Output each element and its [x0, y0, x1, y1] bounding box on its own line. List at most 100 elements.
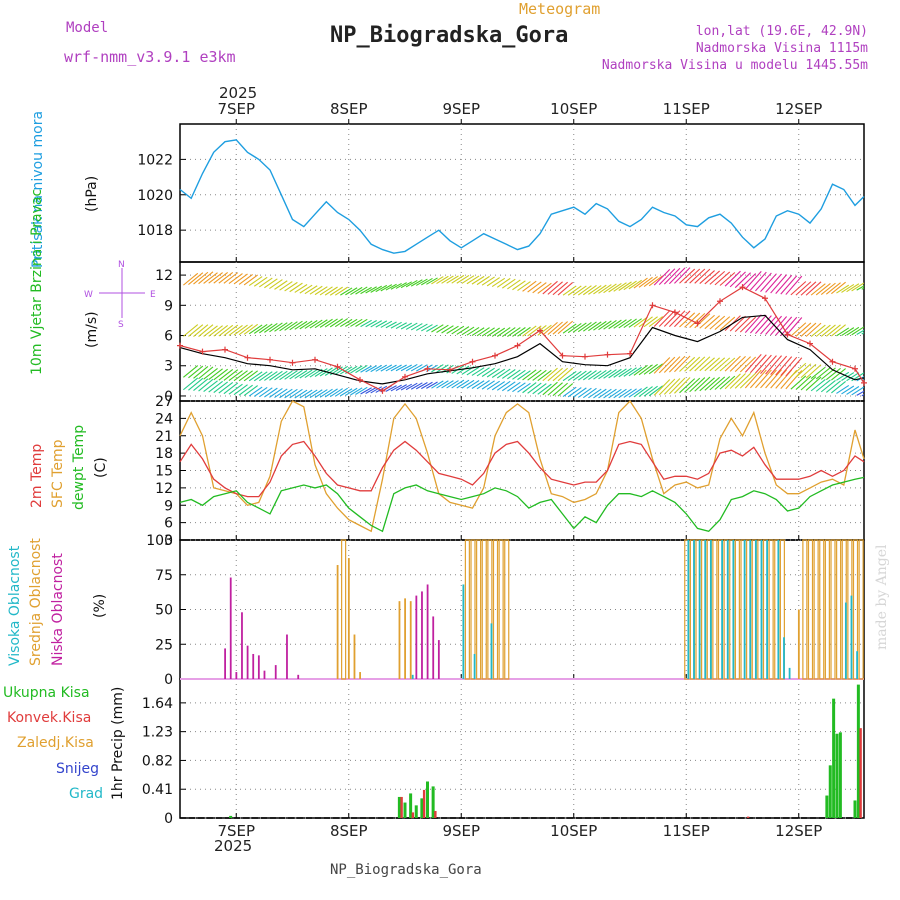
wind-barb [810, 366, 826, 380]
y-tick-label: 0 [164, 389, 173, 405]
wind-barb [790, 281, 807, 296]
cloud-bar-niska [274, 665, 277, 679]
wind-barb [851, 386, 864, 396]
wind-barb [522, 325, 537, 337]
wind-barb [719, 375, 736, 390]
wind-barb [623, 367, 637, 377]
wind-barb [218, 369, 234, 381]
wind-barb [679, 268, 696, 284]
wind-barb [527, 382, 542, 394]
cloud-bar-srednja [734, 539, 740, 680]
wind-barb [557, 383, 574, 397]
wind-barb [279, 388, 293, 399]
wind-barb [714, 316, 731, 331]
wind-barb [785, 357, 803, 377]
wind-barb [390, 384, 402, 392]
wind-barb [512, 382, 526, 393]
wind-barb [674, 310, 691, 328]
wind-barb [355, 286, 368, 295]
y-tick-label: 3 [164, 533, 173, 549]
wind-barb [825, 380, 841, 393]
wind-barb [668, 377, 686, 395]
precip-total-bar [403, 802, 407, 818]
wind-barb [243, 274, 259, 286]
precip-total-bar [397, 796, 401, 818]
wind-barb [304, 320, 318, 329]
precip-convective-bar [411, 812, 415, 818]
wind-barb [552, 281, 568, 296]
wind-barb [805, 322, 822, 337]
wind-barb [547, 281, 563, 295]
cloud-bar-niska [437, 640, 440, 679]
wind-barb [658, 310, 676, 327]
cloud-bar-niska [235, 672, 238, 679]
wind-barb [613, 368, 627, 378]
wind-barb [760, 315, 777, 335]
wind-barb [749, 314, 767, 334]
wind-barb [582, 321, 597, 332]
cloud-bar-srednja [481, 539, 487, 680]
wind-barb [567, 285, 582, 296]
wind-barb [456, 326, 470, 335]
wind-barb [668, 355, 686, 373]
gust-marker [739, 284, 746, 291]
wind-barb [517, 281, 531, 292]
wind-barb [233, 370, 248, 382]
wind-barb [684, 268, 701, 284]
wind-barb [441, 325, 454, 334]
wind-barb [375, 364, 388, 372]
wind-barb [749, 354, 767, 374]
wind-barb [663, 356, 681, 373]
wind-barb [502, 327, 516, 337]
wind-barb [466, 380, 480, 389]
wind-barb [699, 377, 715, 392]
wind-barb [446, 325, 459, 334]
wind-barb [223, 272, 239, 284]
wind-barb [279, 321, 293, 332]
wind-barb [491, 277, 506, 288]
wind-barb [552, 367, 568, 382]
wind-barb [183, 272, 199, 286]
wind-barb [765, 369, 782, 389]
cloud-bar-srednja [464, 539, 470, 680]
wind-barb [638, 364, 653, 376]
wind-barb [861, 393, 864, 397]
wind-barb [648, 385, 664, 397]
wind-barb [517, 326, 531, 337]
wind-barb [481, 380, 495, 390]
cloud-bar-visoka [721, 540, 723, 679]
wind-barb [355, 364, 368, 374]
legend-grad: Grad [69, 786, 104, 802]
wind-barb [238, 324, 253, 336]
wind-barb [289, 388, 303, 399]
gust-marker [537, 327, 543, 334]
wind-barb [461, 326, 475, 336]
wind-barb [542, 367, 558, 382]
wind-barb [350, 387, 363, 396]
wind-barb [846, 326, 860, 336]
wind-barb [861, 332, 864, 335]
precip-convective-bar [746, 816, 750, 818]
wind-barb [410, 279, 423, 287]
gust-marker [694, 320, 701, 327]
wind-barb [319, 286, 333, 296]
wind-barb [380, 364, 393, 372]
wind-barb [476, 327, 490, 337]
cloud-bar-srednja [802, 539, 808, 680]
y-tick-label: 75 [155, 568, 173, 584]
wind-barb [841, 385, 855, 395]
wind-barb [415, 278, 428, 286]
bottom-date-label: 10SEP [550, 822, 597, 840]
y-tick-label: 6 [164, 329, 173, 345]
cloud-bar-srednja [353, 634, 356, 679]
wind-barb [836, 385, 850, 394]
gust-marker [357, 376, 363, 383]
wind-barb [790, 322, 807, 337]
bottom-date-label: 12SEP [775, 822, 822, 840]
cloud-bar-niska [229, 577, 232, 679]
wind-barb [643, 385, 658, 397]
wind-barb [527, 369, 542, 381]
wind-barb [653, 379, 671, 396]
wind-barb [628, 366, 642, 377]
wind-barb [350, 365, 363, 374]
